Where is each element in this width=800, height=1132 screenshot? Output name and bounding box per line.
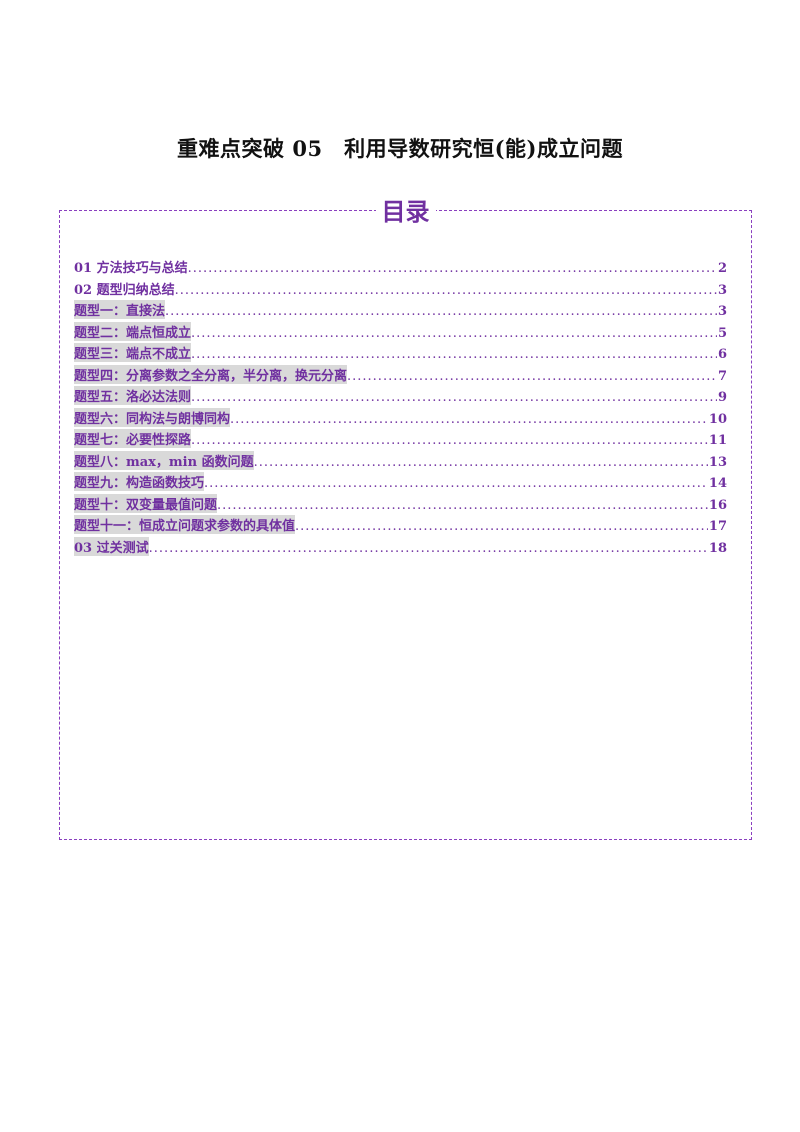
- toc-entry-page: 11: [708, 433, 727, 448]
- toc-entry-type-5[interactable]: 题型五：洛必达法则 9: [74, 386, 727, 408]
- toc-entry-type-11[interactable]: 题型十一：恒成立问题求参数的具体值 17: [74, 515, 727, 537]
- toc-entry-type-4[interactable]: 题型四：分离参数之全分离，半分离，换元分离 7: [74, 364, 727, 387]
- toc-entry-type-6[interactable]: 题型六：同构法与朗博同构 10: [74, 407, 727, 430]
- toc-list: 01 方法技巧与总结 2 02 题型归纳总结 3 题型一：直接法 3 题型二：端…: [74, 257, 727, 558]
- document-title: 重难点突破 05 利用导数研究恒(能)成立问题: [177, 136, 623, 161]
- toc-entry-page: 5: [717, 325, 727, 341]
- toc-entry-label: 题型九：构造函数技巧: [74, 472, 205, 491]
- toc-entry-page: 14: [708, 476, 727, 491]
- toc-entry-label: 题型二：端点恒成立: [74, 321, 192, 341]
- toc-leader-dots: [191, 390, 717, 405]
- toc-entry-page: 18: [708, 540, 727, 556]
- toc-entry-label: 题型十：双变量最值问题: [74, 493, 218, 513]
- toc-entry-page: 9: [717, 390, 727, 405]
- toc-entry-label: 题型六：同构法与朗博同构: [74, 407, 231, 427]
- toc-heading: 目录: [375, 197, 436, 227]
- toc-leader-dots: [230, 412, 708, 427]
- toc-leader-dots: [149, 541, 708, 556]
- toc-entry-label: 题型三：端点不成立: [74, 343, 192, 362]
- toc-entry-label: 02 题型归纳总结: [74, 282, 175, 298]
- toc-entry-type-3[interactable]: 题型三：端点不成立 6: [74, 343, 727, 365]
- toc-leader-dots: [347, 369, 717, 384]
- toc-entry-type-7[interactable]: 题型七：必要性探路 11: [74, 429, 727, 451]
- toc-entry-methods-summary[interactable]: 01 方法技巧与总结 2: [74, 257, 727, 279]
- toc-leader-dots: [188, 261, 717, 276]
- toc-entry-label: 题型七：必要性探路: [74, 429, 192, 448]
- toc-entry-page: 6: [717, 347, 727, 362]
- toc-entry-label: 题型八：max，min 函数问题: [74, 450, 254, 470]
- toc-entry-type-2[interactable]: 题型二：端点恒成立 5: [74, 321, 727, 344]
- toc-leader-dots: [165, 304, 717, 319]
- toc-entry-type-1[interactable]: 题型一：直接法 3: [74, 300, 727, 322]
- toc-entry-type-8[interactable]: 题型八：max，min 函数问题 13: [74, 450, 727, 473]
- toc-leader-dots: [217, 498, 708, 513]
- toc-leader-dots: [204, 476, 708, 491]
- toc-entry-label: 题型十一：恒成立问题求参数的具体值: [74, 515, 296, 534]
- toc-leader-dots: [175, 283, 717, 298]
- toc-leader-dots: [191, 326, 717, 341]
- toc-entry-page: 3: [717, 282, 727, 298]
- toc-entry-page: 10: [708, 411, 727, 427]
- toc-entry-label: 01 方法技巧与总结: [74, 261, 188, 276]
- toc-leader-dots: [191, 433, 708, 448]
- toc-entry-page: 16: [708, 497, 727, 513]
- toc-entry-type-summary[interactable]: 02 题型归纳总结 3: [74, 279, 727, 301]
- toc-heading-wrap: 目录: [60, 197, 751, 227]
- toc-entry-label: 题型四：分离参数之全分离，半分离，换元分离: [74, 364, 348, 384]
- toc-entry-label: 题型五：洛必达法则: [74, 386, 192, 405]
- toc-entry-type-9[interactable]: 题型九：构造函数技巧 14: [74, 472, 727, 494]
- toc-entry-page: 13: [708, 454, 727, 470]
- toc-leader-dots: [254, 455, 708, 470]
- toc-leader-dots: [191, 347, 717, 362]
- toc-entry-page: 3: [717, 304, 727, 319]
- toc-entry-label: 题型一：直接法: [74, 300, 166, 319]
- toc-entry-label: 03 过关测试: [74, 536, 149, 556]
- toc-entry-practice-test[interactable]: 03 过关测试 18: [74, 536, 727, 559]
- toc-entry-page: 2: [717, 261, 727, 276]
- toc-entry-page: 7: [717, 368, 727, 384]
- toc-entry-type-10[interactable]: 题型十：双变量最值问题 16: [74, 493, 727, 516]
- toc-box: 目录 01 方法技巧与总结 2 02 题型归纳总结 3 题型一：直接法 3 题型…: [59, 197, 752, 840]
- toc-leader-dots: [295, 519, 708, 534]
- toc-entry-page: 17: [708, 519, 727, 534]
